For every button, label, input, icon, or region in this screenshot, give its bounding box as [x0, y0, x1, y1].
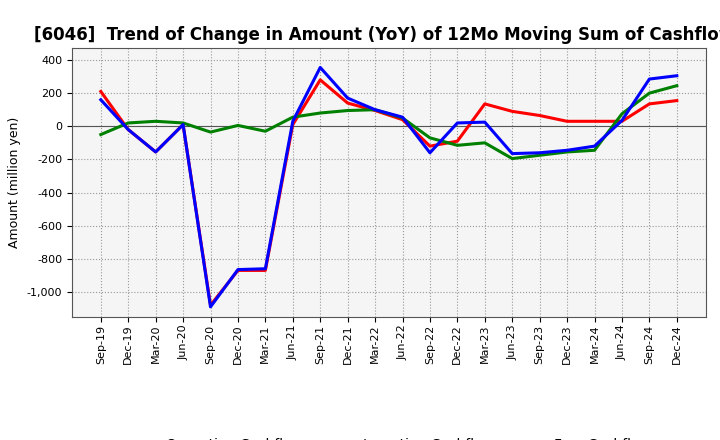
Free Cashflow: [343, 95, 352, 101]
Investing Cashflow: [645, 91, 654, 96]
Free Cashflow: [206, 304, 215, 309]
Free Cashflow: [398, 114, 407, 120]
Free Cashflow: [151, 149, 160, 154]
Free Cashflow: [590, 143, 599, 149]
Operating Cashflow: [124, 127, 132, 132]
Operating Cashflow: [536, 113, 544, 118]
Investing Cashflow: [371, 107, 379, 112]
Operating Cashflow: [563, 119, 572, 124]
Investing Cashflow: [590, 148, 599, 153]
Investing Cashflow: [480, 140, 489, 146]
Investing Cashflow: [453, 143, 462, 148]
Investing Cashflow: [343, 108, 352, 113]
Investing Cashflow: [206, 129, 215, 135]
Free Cashflow: [233, 267, 242, 272]
Investing Cashflow: [508, 156, 516, 161]
Operating Cashflow: [508, 109, 516, 114]
Operating Cashflow: [672, 98, 681, 103]
Operating Cashflow: [590, 119, 599, 124]
Investing Cashflow: [124, 120, 132, 125]
Investing Cashflow: [536, 153, 544, 158]
Operating Cashflow: [151, 149, 160, 154]
Operating Cashflow: [398, 117, 407, 122]
Operating Cashflow: [289, 122, 297, 127]
Free Cashflow: [426, 150, 434, 155]
Investing Cashflow: [179, 120, 187, 125]
Investing Cashflow: [233, 123, 242, 128]
Investing Cashflow: [289, 114, 297, 120]
Line: Operating Cashflow: Operating Cashflow: [101, 80, 677, 305]
Y-axis label: Amount (million yen): Amount (million yen): [8, 117, 21, 248]
Free Cashflow: [261, 266, 270, 271]
Free Cashflow: [179, 122, 187, 127]
Free Cashflow: [453, 120, 462, 125]
Operating Cashflow: [426, 143, 434, 149]
Operating Cashflow: [261, 268, 270, 273]
Investing Cashflow: [672, 83, 681, 88]
Free Cashflow: [536, 150, 544, 155]
Operating Cashflow: [96, 89, 105, 94]
Investing Cashflow: [96, 132, 105, 137]
Free Cashflow: [645, 77, 654, 82]
Operating Cashflow: [343, 100, 352, 106]
Line: Free Cashflow: Free Cashflow: [101, 67, 677, 307]
Investing Cashflow: [563, 149, 572, 154]
Title: [6046]  Trend of Change in Amount (YoY) of 12Mo Moving Sum of Cashflows: [6046] Trend of Change in Amount (YoY) o…: [34, 26, 720, 44]
Investing Cashflow: [316, 110, 325, 116]
Free Cashflow: [316, 65, 325, 70]
Investing Cashflow: [261, 128, 270, 134]
Free Cashflow: [563, 148, 572, 153]
Line: Investing Cashflow: Investing Cashflow: [101, 86, 677, 158]
Free Cashflow: [480, 120, 489, 125]
Operating Cashflow: [179, 122, 187, 127]
Operating Cashflow: [480, 101, 489, 106]
Legend: Operating Cashflow, Investing Cashflow, Free Cashflow: Operating Cashflow, Investing Cashflow, …: [122, 433, 656, 440]
Free Cashflow: [618, 118, 626, 123]
Investing Cashflow: [426, 135, 434, 140]
Free Cashflow: [96, 97, 105, 103]
Free Cashflow: [124, 127, 132, 132]
Operating Cashflow: [233, 268, 242, 273]
Operating Cashflow: [618, 119, 626, 124]
Operating Cashflow: [206, 303, 215, 308]
Free Cashflow: [672, 73, 681, 78]
Free Cashflow: [371, 107, 379, 112]
Operating Cashflow: [645, 101, 654, 106]
Operating Cashflow: [453, 139, 462, 144]
Investing Cashflow: [618, 111, 626, 117]
Investing Cashflow: [151, 119, 160, 124]
Investing Cashflow: [398, 115, 407, 121]
Free Cashflow: [508, 151, 516, 156]
Free Cashflow: [289, 119, 297, 124]
Operating Cashflow: [316, 77, 325, 83]
Operating Cashflow: [371, 108, 379, 113]
